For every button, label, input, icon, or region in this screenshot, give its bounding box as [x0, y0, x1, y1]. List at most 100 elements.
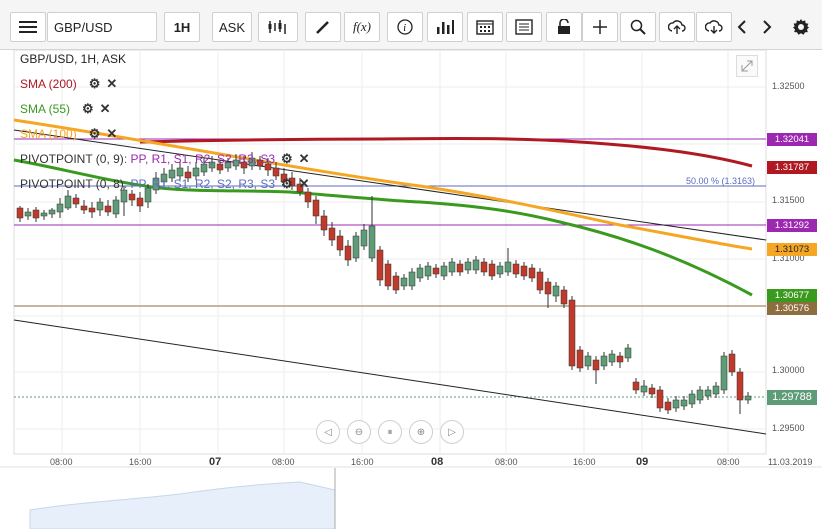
candle-body: [352, 235, 360, 259]
candle-body: [440, 265, 448, 277]
legend-pivot1-levels: : PP, R1, S1, R2, S2, R3, S3: [123, 152, 276, 166]
reset-button[interactable]: ⏸: [378, 420, 402, 444]
candle: [40, 210, 48, 220]
candle-body: [536, 271, 544, 291]
time-tick: 08:00: [495, 457, 518, 467]
trend-line-upper: [13, 129, 767, 241]
candle-body: [568, 299, 576, 367]
gear-icon[interactable]: ⚙: [281, 151, 293, 166]
candle: [168, 164, 176, 182]
candle-body: [672, 399, 680, 409]
candle: [448, 258, 456, 276]
menu-button[interactable]: [10, 12, 46, 42]
close-icon[interactable]: ✕: [298, 151, 310, 166]
chart-type-button[interactable]: [258, 12, 298, 42]
candle-body: [560, 289, 568, 305]
candle-body: [248, 157, 256, 167]
candle: [112, 196, 120, 218]
close-icon[interactable]: ✕: [99, 101, 111, 116]
price-side-button[interactable]: ASK: [212, 12, 252, 42]
candle-body: [592, 359, 600, 371]
close-icon[interactable]: ✕: [298, 176, 310, 191]
candle: [240, 156, 248, 174]
candle-body: [16, 207, 24, 219]
function-button[interactable]: f(x): [344, 12, 380, 42]
candle: [280, 168, 288, 186]
time-tick: 08: [431, 456, 444, 468]
chart-area[interactable]: GBP/USD, 1H, ASK SMA (200) ⚙ ✕ SMA (55) ⚙…: [0, 50, 822, 529]
info-button[interactable]: i: [387, 12, 423, 42]
scroll-left-button[interactable]: [732, 12, 752, 42]
candle: [440, 262, 448, 280]
reset-icon: ⏸: [387, 426, 393, 438]
settings-button[interactable]: [788, 12, 814, 42]
candle: [416, 264, 424, 282]
time-tick: 16:00: [129, 457, 152, 467]
timeframe-button[interactable]: 1H: [164, 12, 200, 42]
scroll-right-button[interactable]: [757, 12, 777, 42]
candle: [608, 350, 616, 366]
navigator-series: [29, 481, 336, 529]
candle-body: [384, 263, 392, 287]
calendar-button[interactable]: [467, 12, 503, 42]
zoom-button[interactable]: [620, 12, 656, 42]
upload-button[interactable]: [659, 12, 695, 42]
symbol-select[interactable]: GBP/USD: [47, 12, 157, 42]
sma-100-line: [13, 118, 753, 251]
price-tick: 1.29500: [772, 423, 805, 433]
candle: [576, 346, 584, 372]
candle: [432, 264, 440, 278]
bars-button[interactable]: [427, 12, 463, 42]
chevron-right-icon: [763, 20, 772, 34]
gear-icon[interactable]: ⚙: [82, 101, 94, 116]
price-chart[interactable]: [0, 50, 822, 529]
candle: [544, 278, 552, 308]
legend-sma100[interactable]: SMA (100) ⚙ ✕: [20, 126, 117, 142]
candle-body: [200, 163, 208, 173]
candle: [96, 198, 104, 216]
legend-pivot2-label: PIVOTPOINT (0, 8): [20, 177, 124, 191]
candle-body: [24, 211, 32, 217]
lock-button[interactable]: [546, 12, 582, 42]
zoom-in-button[interactable]: ⊕: [409, 420, 433, 444]
candle: [592, 356, 600, 384]
close-icon[interactable]: ✕: [106, 76, 118, 91]
candle: [600, 352, 608, 370]
chart-title: GBP/USD, 1H, ASK: [20, 52, 127, 66]
candle-body: [232, 159, 240, 167]
candle-body: [624, 347, 632, 359]
download-button[interactable]: [696, 12, 732, 42]
zoom-out-button[interactable]: ⊖: [347, 420, 371, 444]
news-button[interactable]: [506, 12, 542, 42]
close-icon[interactable]: ✕: [106, 126, 118, 141]
crosshair-icon: [593, 20, 607, 34]
candle: [56, 198, 64, 218]
expand-button[interactable]: [736, 55, 758, 77]
gear-icon[interactable]: ⚙: [88, 76, 101, 91]
candle-body: [272, 167, 280, 177]
candle-body: [208, 161, 216, 169]
draw-tool-button[interactable]: [305, 12, 341, 42]
candle: [744, 392, 752, 404]
candle-body: [512, 263, 520, 275]
candle-body: [408, 271, 416, 287]
play-button[interactable]: ▷: [440, 420, 464, 444]
candle-body: [168, 169, 176, 179]
rewind-button[interactable]: ◁: [316, 420, 340, 444]
legend-sma200[interactable]: SMA (200) ⚙ ✕: [20, 76, 117, 92]
date-label: 11.03.2019: [768, 457, 813, 467]
legend-sma55[interactable]: SMA (55) ⚙ ✕: [20, 101, 111, 117]
candle-body: [144, 187, 152, 203]
candle-body: [48, 209, 56, 215]
zoom-out-icon: ⊖: [354, 426, 364, 438]
price-tick: 1.31500: [772, 195, 805, 205]
zoom-in-icon: ⊕: [416, 426, 426, 438]
gear-icon[interactable]: ⚙: [281, 176, 293, 191]
gear-icon[interactable]: ⚙: [88, 126, 101, 141]
candle: [352, 232, 360, 262]
legend-pivot2[interactable]: PIVOTPOINT (0, 8) : PP, R1, S1, R2, S2, …: [20, 176, 310, 192]
legend-pivot1[interactable]: PIVOTPOINT (0, 9) : PP, R1, S1, R2, S2, …: [20, 151, 310, 167]
crosshair-button[interactable]: [582, 12, 618, 42]
price-tick: 1.32500: [772, 81, 805, 91]
sma-200-line: [139, 136, 753, 168]
